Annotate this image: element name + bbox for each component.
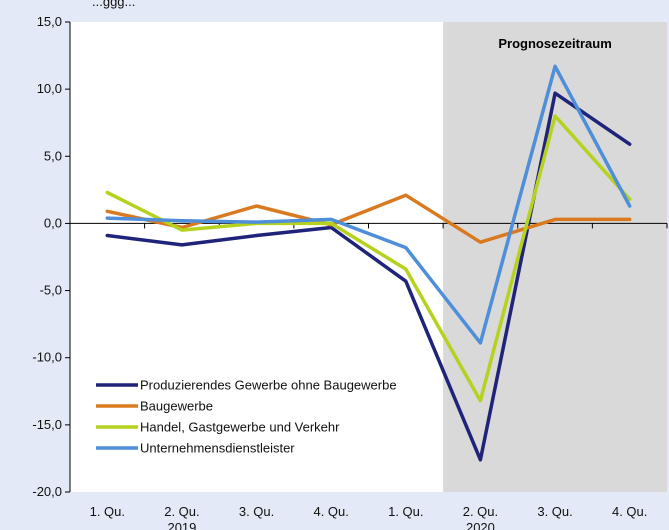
series-line — [105, 193, 632, 244]
x-tick-label: 1. Qu. — [90, 504, 125, 519]
x-tick-label: 3. Qu. — [239, 504, 274, 519]
y-tick-label: -15,0 — [32, 417, 62, 432]
legend-label: Produzierendes Gewerbe ohne Baugewerbe — [140, 378, 397, 393]
series-line — [105, 91, 632, 462]
y-axis: 15,0 10,0 5,0 0,0 -5,0 -10,0 -15,0 -20,0 — [32, 14, 70, 499]
legend-label: Baugewerbe — [140, 399, 213, 414]
year-label: 2020 — [466, 520, 495, 530]
year-label: 2019 — [167, 520, 196, 530]
x-tick-label: 4. Qu. — [612, 504, 647, 519]
y-tick-label: 10,0 — [37, 81, 62, 96]
x-axis: 1. Qu. 2. Qu. 3. Qu. 4. Qu. 1. Qu. 2. Qu. 3. Q… — [69, 223, 668, 530]
series-line — [105, 64, 632, 345]
legend-label: Unternehmensdienstleister — [140, 441, 295, 456]
x-tick-label: 2. Qu. — [164, 504, 199, 519]
top-caption-fragment: ...ggg... — [92, 0, 135, 9]
x-tick-label: 4. Qu. — [313, 504, 348, 519]
legend: Produzierendes Gewerbe ohne Baugewerbe Ba… — [96, 378, 397, 456]
y-tick-label: 15,0 — [37, 14, 62, 29]
y-tick-label: -5,0 — [40, 283, 62, 298]
y-tick-label: -10,0 — [32, 350, 62, 365]
x-tick-label: 3. Qu. — [537, 504, 572, 519]
x-tick-label: 1. Qu. — [388, 504, 423, 519]
legend-label: Handel, Gastgewerbe und Verkehr — [140, 420, 340, 435]
series-lines — [105, 64, 632, 462]
y-tick-label: 0,0 — [44, 215, 62, 230]
series-line — [105, 114, 632, 403]
forecast-label: Prognosezeitraum — [498, 36, 611, 51]
y-tick-label: 5,0 — [44, 148, 62, 163]
y-tick-label: -20,0 — [32, 484, 62, 499]
x-tick-label: 2. Qu. — [463, 504, 498, 519]
